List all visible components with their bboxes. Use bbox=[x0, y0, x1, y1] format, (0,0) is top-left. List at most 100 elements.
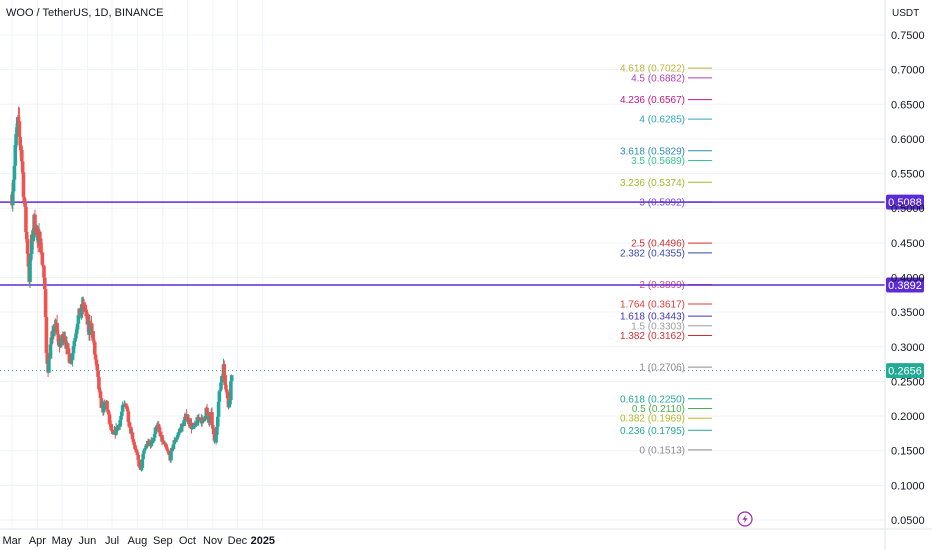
fib-level[interactable]: 0.236 (0.1795) bbox=[620, 426, 712, 437]
candle bbox=[120, 401, 125, 415]
fib-level-label: 0.382 (0.1969) bbox=[620, 414, 685, 425]
price-tick-label: 0.6500 bbox=[891, 99, 925, 111]
price-tick-label: 0.3000 bbox=[891, 342, 925, 354]
time-tick-label: 2025 bbox=[251, 535, 275, 547]
candle bbox=[125, 408, 130, 412]
candles bbox=[10, 106, 234, 472]
price-tick-label: 0.7500 bbox=[891, 30, 925, 42]
fib-level-label: 1 (0.2706) bbox=[639, 363, 685, 374]
price-tick-label: 0.3500 bbox=[891, 307, 925, 319]
candle bbox=[124, 403, 128, 407]
fib-level[interactable]: 3.5 (0.5689) bbox=[631, 156, 712, 167]
fib-level[interactable]: 3.618 (0.5829) bbox=[620, 146, 712, 157]
candle bbox=[106, 405, 110, 413]
candle bbox=[202, 419, 207, 423]
fib-level[interactable]: 0.618 (0.2250) bbox=[620, 394, 712, 405]
price-tick-label: 0.1500 bbox=[891, 446, 925, 458]
grid-lines bbox=[0, 0, 885, 529]
fib-level-label: 1.764 (0.3617) bbox=[620, 300, 685, 311]
fib-level[interactable]: 4.236 (0.6567) bbox=[620, 95, 712, 106]
candle bbox=[156, 421, 161, 428]
fib-level-label: 1.382 (0.3162) bbox=[620, 331, 685, 342]
candle bbox=[152, 437, 156, 444]
price-badge: 0.3892 bbox=[886, 277, 924, 293]
candle bbox=[83, 302, 87, 317]
fib-level[interactable]: 0 (0.1513) bbox=[639, 445, 712, 456]
candle bbox=[161, 437, 166, 445]
fibonacci-extension[interactable]: 4.618 (0.7022)4.5 (0.6882) 4.236 (0.6567)… bbox=[620, 64, 712, 457]
candle bbox=[44, 311, 49, 355]
fib-level[interactable]: 1.764 (0.3617) bbox=[620, 300, 712, 311]
fib-level[interactable]: 4.618 (0.7022) bbox=[620, 64, 712, 75]
candle bbox=[79, 312, 83, 319]
candle bbox=[229, 381, 233, 406]
price-tick-label: 0.5000 bbox=[891, 203, 925, 215]
candle bbox=[171, 444, 176, 452]
fib-level-label: 4 (0.6285) bbox=[639, 115, 685, 126]
fib-level-label: 1.618 (0.3443) bbox=[620, 312, 685, 323]
fib-level-label: 3.236 (0.5374) bbox=[620, 178, 685, 189]
fib-level[interactable]: 2.382 (0.4355) bbox=[620, 248, 712, 259]
candle bbox=[149, 436, 154, 448]
candle bbox=[195, 414, 200, 427]
fib-level[interactable]: 1 (0.2706) bbox=[639, 363, 712, 374]
time-axis[interactable]: Mar Apr May Jun Jul Aug Sep Oct Nov Dec 2025 bbox=[0, 528, 932, 547]
candle bbox=[127, 418, 132, 429]
fib-level[interactable]: 0.382 (0.1969) bbox=[620, 414, 712, 425]
last-price-line: 0.2656 bbox=[0, 363, 924, 379]
candle bbox=[52, 319, 57, 336]
price-badge-label: 0.3892 bbox=[888, 280, 922, 292]
fib-level-label: 1.5 (0.3303) bbox=[631, 321, 685, 332]
candle bbox=[165, 444, 169, 450]
fib-level[interactable]: 1.382 (0.3162) bbox=[620, 331, 712, 342]
candle bbox=[41, 255, 45, 268]
candle bbox=[166, 449, 171, 454]
fib-level[interactable]: 4 (0.6285) bbox=[639, 115, 712, 126]
price-badge: 0.5088 bbox=[886, 194, 924, 210]
candle bbox=[135, 449, 140, 456]
time-tick-label: Jun bbox=[79, 535, 97, 547]
fib-level[interactable]: 0.5 (0.2110) bbox=[632, 404, 712, 415]
candle bbox=[189, 418, 194, 434]
candle bbox=[42, 268, 47, 290]
candle bbox=[40, 243, 45, 268]
price-badge-label: 0.5088 bbox=[888, 197, 922, 209]
time-tick-label: Mar bbox=[3, 535, 22, 547]
candle bbox=[163, 442, 168, 445]
candle bbox=[169, 450, 173, 463]
fib-level-label: 0.5 (0.2110) bbox=[632, 404, 685, 415]
fib-level[interactable]: 2.5 (0.4496) bbox=[631, 239, 712, 250]
price-tick-label: 0.4500 bbox=[891, 238, 925, 250]
price-tick-label: 0.2000 bbox=[891, 411, 925, 423]
candle bbox=[139, 467, 144, 472]
fib-level-label: 2.382 (0.4355) bbox=[620, 248, 685, 259]
fib-level[interactable]: 1.618 (0.3443) bbox=[620, 312, 712, 323]
price-tick-label: 0.1000 bbox=[891, 480, 925, 492]
candle bbox=[140, 457, 145, 471]
last-price-badge: 0.2656 bbox=[886, 363, 924, 379]
candle bbox=[109, 420, 113, 432]
time-tick-label: Apr bbox=[29, 535, 46, 547]
fib-level-label: 4.236 (0.6567) bbox=[620, 95, 685, 106]
time-tick-label: Sep bbox=[153, 535, 173, 547]
currency-label: USDT bbox=[892, 8, 919, 19]
fib-level[interactable]: 4.5 (0.6882) bbox=[631, 73, 712, 84]
flash-icon[interactable] bbox=[737, 511, 753, 527]
candle bbox=[102, 400, 106, 416]
time-tick-label: Dec bbox=[228, 535, 248, 547]
candle bbox=[228, 398, 232, 408]
price-axis[interactable]: 0.7500 0.7000 0.6500 0.6000 0.5500 0.5000 0.45… bbox=[884, 0, 925, 550]
candle bbox=[96, 370, 100, 378]
time-tick-label: Jul bbox=[105, 535, 119, 547]
fib-level-label: 3.5 (0.5689) bbox=[631, 156, 685, 167]
candle bbox=[75, 323, 80, 332]
symbol-title: WOO / TetherUS, 1D, BINANCE bbox=[6, 7, 164, 19]
horizontal-lines[interactable]: 0.5088 0.3892 bbox=[0, 194, 924, 293]
fib-level-label: 2.5 (0.4496) bbox=[631, 239, 685, 250]
fib-level[interactable]: 1.5 (0.3303) bbox=[631, 321, 712, 332]
candle bbox=[74, 327, 79, 339]
last-price-label: 0.2656 bbox=[888, 366, 922, 378]
time-tick-label: Nov bbox=[203, 535, 223, 547]
fib-level[interactable]: 3.236 (0.5374) bbox=[620, 178, 712, 189]
